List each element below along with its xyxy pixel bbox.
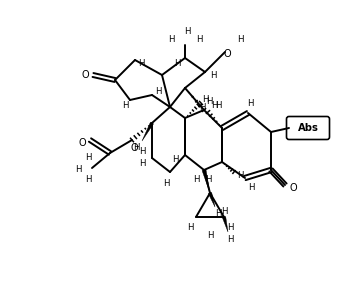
Text: H: H [237, 35, 243, 45]
Text: H: H [227, 222, 233, 231]
Polygon shape [222, 217, 228, 232]
Text: H: H [138, 59, 144, 68]
Text: H: H [221, 207, 227, 215]
Text: H: H [227, 235, 233, 244]
Text: H: H [211, 102, 217, 111]
Text: Abs: Abs [298, 123, 318, 133]
Text: H: H [163, 178, 169, 188]
Text: H: H [172, 155, 178, 165]
Text: H: H [184, 26, 190, 35]
Text: H: H [199, 104, 205, 112]
Polygon shape [202, 169, 210, 193]
Polygon shape [208, 192, 215, 207]
Polygon shape [142, 122, 153, 141]
Text: H: H [139, 158, 145, 168]
Text: H: H [207, 231, 213, 239]
Text: H: H [247, 98, 253, 108]
Text: H: H [206, 98, 212, 106]
FancyBboxPatch shape [287, 116, 330, 139]
Text: O: O [130, 143, 138, 153]
Text: H: H [75, 165, 81, 175]
Text: H: H [174, 59, 180, 68]
Text: O: O [78, 138, 86, 148]
Text: H: H [168, 35, 174, 45]
Text: H: H [196, 35, 202, 45]
Text: O: O [81, 70, 89, 80]
Text: O: O [289, 183, 297, 193]
Text: H: H [210, 72, 216, 81]
Text: H: H [122, 102, 128, 111]
Text: H: H [155, 86, 161, 95]
Text: H: H [133, 144, 139, 152]
Text: H: H [187, 222, 193, 231]
Text: H: H [139, 148, 145, 157]
Text: H: H [215, 101, 221, 109]
Text: H: H [215, 208, 221, 218]
Text: H: H [248, 184, 254, 192]
Text: H: H [205, 175, 211, 185]
Text: H: H [85, 175, 91, 185]
Text: H: H [237, 171, 243, 181]
Text: H: H [202, 95, 208, 105]
Text: H: H [85, 154, 91, 162]
Text: H: H [193, 175, 199, 185]
Text: O: O [223, 49, 231, 59]
